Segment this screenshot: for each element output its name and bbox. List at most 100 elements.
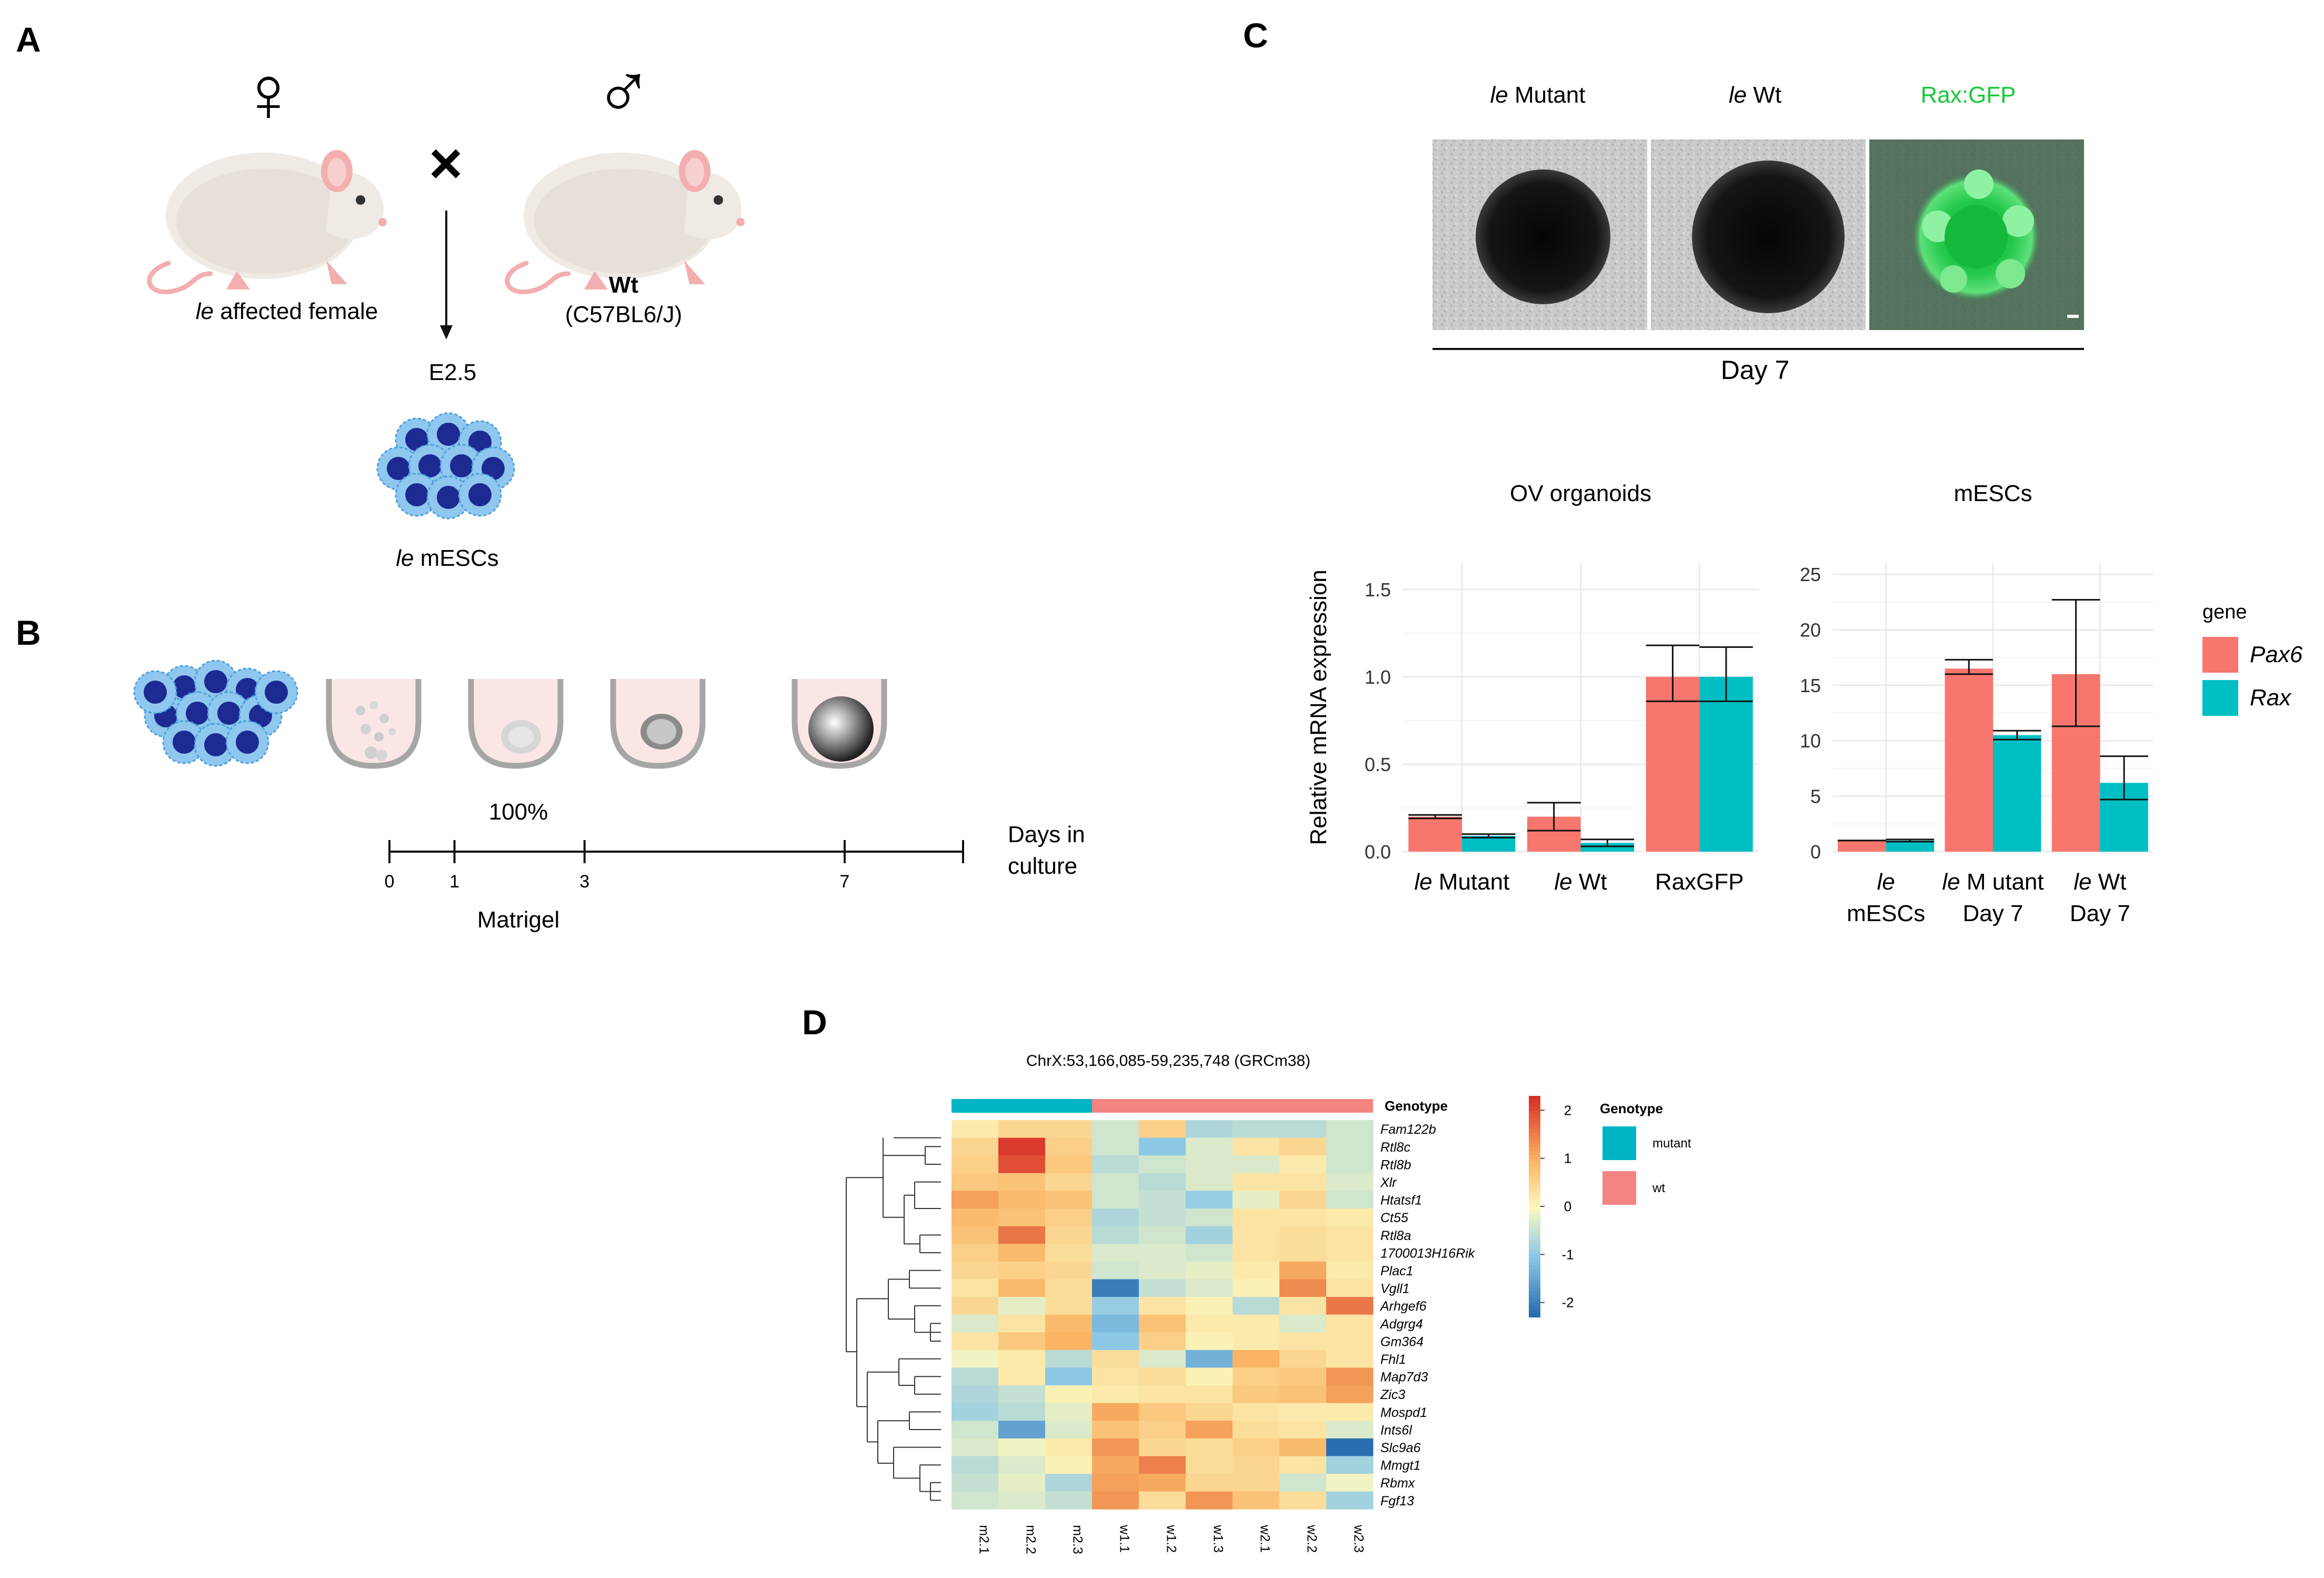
- heatmap-cell: [1279, 1491, 1327, 1510]
- colorbar-segment: [1529, 1147, 1540, 1152]
- genotype-annotation-cell: [1092, 1099, 1139, 1113]
- heatmap-cell: [1092, 1367, 1139, 1386]
- heatmap-cell: [1092, 1474, 1139, 1492]
- colorbar-segment: [1529, 1232, 1540, 1236]
- cell-nucleus: [418, 454, 442, 477]
- well-day3: [610, 679, 706, 769]
- legend-title: gene: [2202, 601, 2247, 623]
- heatmap-cell: [1233, 1137, 1280, 1156]
- heatmap-cell: [1092, 1421, 1139, 1439]
- colorbar-tick-label: -2: [1561, 1295, 1574, 1311]
- heatmap-cell: [1186, 1314, 1233, 1333]
- bar-pax6: [1945, 668, 1993, 852]
- colorbar-segment: [1529, 1166, 1540, 1170]
- heatmap-cell: [998, 1297, 1046, 1315]
- heatmap-cell: [1139, 1244, 1186, 1262]
- y-tick-label: 1.5: [1365, 579, 1391, 601]
- heatmap-row-label: Gm364: [1380, 1334, 1424, 1349]
- colorbar-segment: [1529, 1151, 1540, 1155]
- heatmap-cell: [1139, 1314, 1186, 1333]
- mescs-label: le mESCs: [396, 545, 499, 571]
- heatmap-cell: [1045, 1173, 1093, 1191]
- cell-nucleus: [265, 681, 288, 704]
- heatmap-cell: [1092, 1137, 1139, 1156]
- heatmap-cell: [951, 1261, 999, 1280]
- heatmap-row-label: Htatsf1: [1380, 1193, 1422, 1208]
- heatmap-cell: [1045, 1421, 1093, 1439]
- timeline-title-2: culture: [1008, 853, 1077, 879]
- heatmap-cell: [951, 1120, 999, 1138]
- colorbar-segment: [1529, 1214, 1540, 1218]
- legend-label-pax6: Pax6: [2250, 642, 2303, 667]
- colorbar-segment: [1529, 1177, 1540, 1181]
- genotype-legend-swatch: [1602, 1126, 1636, 1160]
- heatmap-cell: [951, 1226, 999, 1244]
- y-axis-label: Relative mRNA expression: [1306, 570, 1331, 845]
- cell-nucleus: [468, 483, 492, 506]
- days-timeline: 0 1 3 7: [385, 840, 964, 892]
- heatmap-row-label: Mmgt1: [1380, 1459, 1420, 1473]
- heatmap-cell: [1326, 1120, 1374, 1138]
- heatmap-cell: [1045, 1438, 1093, 1456]
- heatmap-cell: [1233, 1421, 1280, 1439]
- image-label-le-wt: le Wt: [1729, 82, 1781, 108]
- heatmap-row-label: Xlr: [1380, 1175, 1397, 1190]
- x-tick-label: le Mutant: [1414, 869, 1509, 895]
- cross-symbol: ×: [429, 131, 463, 196]
- colorbar-segment: [1529, 1247, 1540, 1251]
- heatmap-cell: [1186, 1456, 1233, 1474]
- colorbar-segment: [1529, 1229, 1540, 1233]
- heatmap-cell: [998, 1244, 1046, 1262]
- colorbar-segment: [1529, 1181, 1540, 1185]
- bar-rax: [1886, 840, 1935, 852]
- colorbar-segment: [1529, 1225, 1540, 1229]
- heatmap-row-label: Mospd1: [1380, 1405, 1427, 1420]
- heatmap-cell: [998, 1385, 1046, 1404]
- heatmap-cell: [1045, 1491, 1093, 1510]
- heatmap-cell: [1326, 1173, 1374, 1191]
- heatmap-cell: [1233, 1438, 1280, 1456]
- y-tick-label: 20: [1800, 619, 1821, 641]
- colorbar-segment: [1529, 1302, 1540, 1306]
- heatmap-row-label: Map7d3: [1380, 1370, 1428, 1385]
- heatmap-cell: [1139, 1474, 1186, 1492]
- heatmap-cell: [1092, 1191, 1139, 1209]
- matrigel-percent: 100%: [489, 799, 548, 825]
- heatmap-cell: [1186, 1332, 1233, 1351]
- heatmap-cell: [1326, 1209, 1374, 1227]
- timeline-tick-label: 0: [385, 872, 395, 892]
- heatmap-cell: [1139, 1226, 1186, 1244]
- heatmap-cell: [1045, 1137, 1093, 1156]
- heatmap-column-label: w2.2: [1305, 1524, 1319, 1553]
- heatmap-row-label: 1700013H16Rik: [1380, 1246, 1476, 1261]
- bar-rax: [1461, 836, 1516, 852]
- y-tick-label: 0: [1810, 841, 1821, 863]
- heatmap-cell: [1279, 1314, 1327, 1333]
- bar-rax: [1699, 676, 1753, 852]
- colorbar-segment: [1529, 1240, 1540, 1244]
- heatmap-cell: [951, 1137, 999, 1156]
- heatmap-cell: [1279, 1367, 1327, 1386]
- colorbar-segment: [1529, 1243, 1540, 1247]
- bar-rax: [1580, 843, 1635, 852]
- x-tick-label: le: [1877, 869, 1895, 895]
- x-tick-label-italic: le: [1414, 869, 1432, 895]
- legend-swatch-pax6: [2202, 637, 2238, 673]
- timeline-title: Days in: [1008, 822, 1085, 847]
- heatmap-cell: [1279, 1474, 1327, 1492]
- heatmap-cell: [1233, 1244, 1280, 1262]
- heatmap-cell: [1186, 1120, 1233, 1138]
- heatmap-cell: [1233, 1314, 1280, 1333]
- heatmap-cell: [1092, 1173, 1139, 1191]
- heatmap-cell: [998, 1120, 1046, 1138]
- genotype-annotation-cell: [951, 1099, 998, 1113]
- bar-pax6: [1838, 840, 1886, 852]
- heatmap-cell: [951, 1456, 999, 1474]
- micrograph-le-mutant: [1433, 139, 1647, 330]
- heatmap-cell: [1326, 1279, 1374, 1297]
- heatmap-cell: [1186, 1137, 1233, 1156]
- heatmap-cell: [1139, 1261, 1186, 1280]
- female-mouse-illustration: [147, 150, 387, 295]
- heatmap-cell: [998, 1456, 1046, 1474]
- colorbar-segment: [1529, 1287, 1540, 1292]
